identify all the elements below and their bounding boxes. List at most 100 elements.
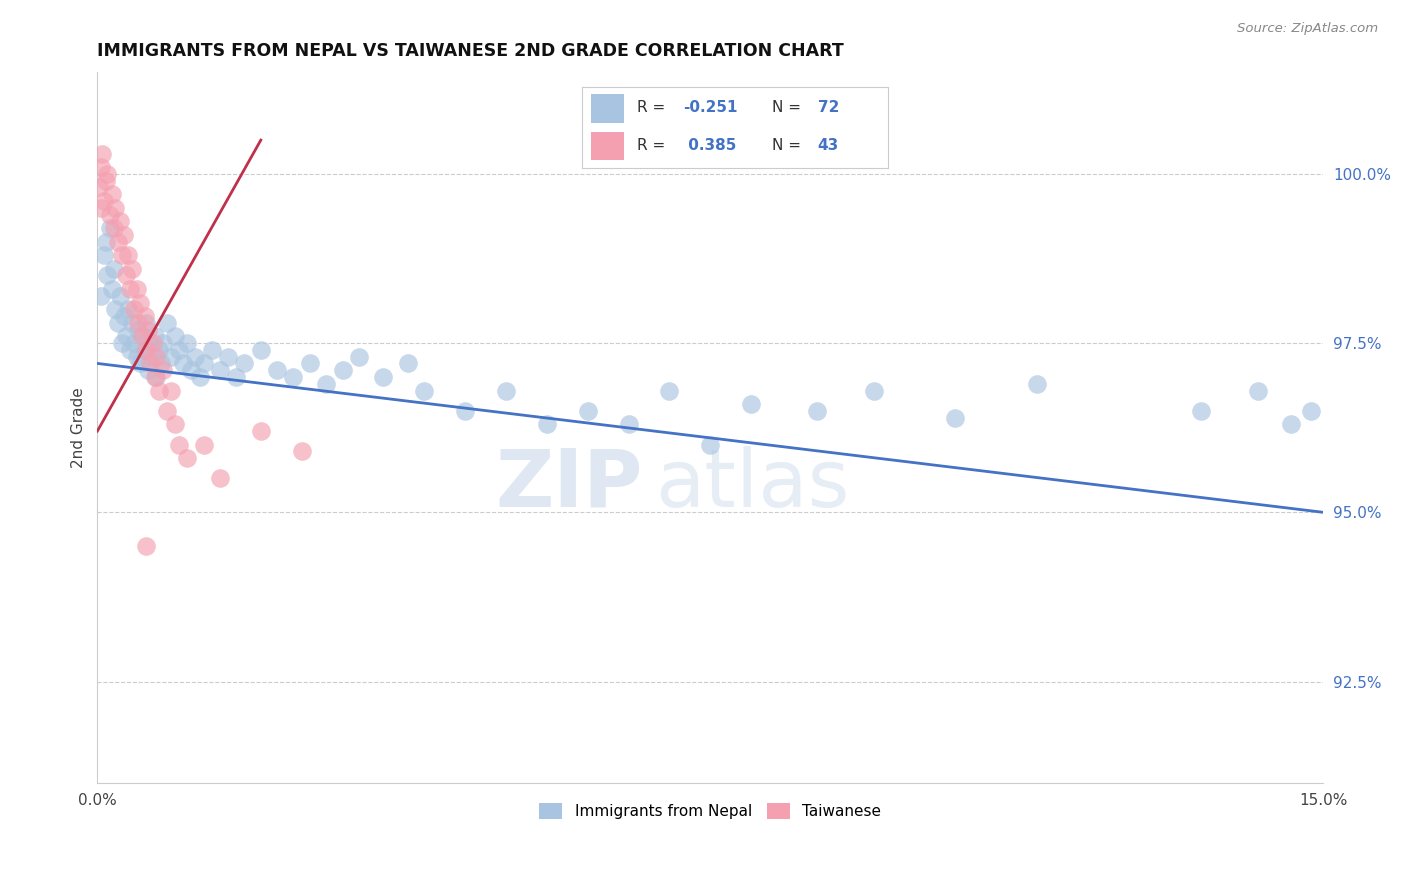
Point xyxy=(111,248,134,262)
Point xyxy=(176,336,198,351)
Point xyxy=(806,404,828,418)
Point xyxy=(139,356,162,370)
Point xyxy=(117,248,139,262)
Point xyxy=(87,180,110,194)
Point xyxy=(208,363,231,377)
Y-axis label: 2nd Grade: 2nd Grade xyxy=(72,387,86,468)
Point xyxy=(283,370,305,384)
Point xyxy=(945,410,967,425)
Point xyxy=(152,336,174,351)
Point xyxy=(1247,384,1270,398)
Point xyxy=(167,343,190,357)
Point xyxy=(118,282,141,296)
Point xyxy=(127,316,149,330)
Point xyxy=(94,235,117,249)
Point xyxy=(156,316,179,330)
Point xyxy=(152,363,174,377)
Point xyxy=(91,146,114,161)
Point xyxy=(617,417,640,432)
Point xyxy=(249,424,271,438)
Point xyxy=(208,471,231,485)
Point xyxy=(163,329,186,343)
Point xyxy=(576,404,599,418)
Point xyxy=(104,302,127,317)
Point xyxy=(291,444,314,458)
Point xyxy=(96,268,118,283)
Point xyxy=(172,356,194,370)
Point xyxy=(134,309,156,323)
Point xyxy=(233,356,256,370)
Legend: Immigrants from Nepal, Taiwanese: Immigrants from Nepal, Taiwanese xyxy=(533,797,887,825)
Text: IMMIGRANTS FROM NEPAL VS TAIWANESE 2ND GRADE CORRELATION CHART: IMMIGRANTS FROM NEPAL VS TAIWANESE 2ND G… xyxy=(97,42,844,60)
Point xyxy=(127,323,149,337)
Point xyxy=(104,201,127,215)
Point xyxy=(145,350,167,364)
Point xyxy=(117,302,139,317)
Point xyxy=(107,235,129,249)
Point xyxy=(136,323,159,337)
Point xyxy=(118,343,141,357)
Point xyxy=(658,384,681,398)
Text: ZIP: ZIP xyxy=(496,446,643,524)
Point xyxy=(121,316,143,330)
Point xyxy=(148,384,170,398)
Point xyxy=(98,221,121,235)
Point xyxy=(150,356,173,370)
Point xyxy=(249,343,271,357)
Point xyxy=(193,356,215,370)
Point xyxy=(101,187,124,202)
Point xyxy=(1189,404,1212,418)
Point xyxy=(96,167,118,181)
Point xyxy=(740,397,762,411)
Point xyxy=(163,417,186,432)
Point xyxy=(699,437,721,451)
Point xyxy=(103,261,125,276)
Point xyxy=(142,336,165,351)
Point xyxy=(125,350,148,364)
Point xyxy=(112,309,135,323)
Point xyxy=(98,208,121,222)
Point xyxy=(112,227,135,242)
Point xyxy=(217,350,239,364)
Text: atlas: atlas xyxy=(655,446,849,524)
Point xyxy=(125,282,148,296)
Point xyxy=(180,363,202,377)
Point xyxy=(1026,376,1049,391)
Point xyxy=(193,437,215,451)
Point xyxy=(142,350,165,364)
Point xyxy=(1279,417,1302,432)
Point xyxy=(298,356,321,370)
Point xyxy=(115,268,138,283)
Point xyxy=(93,194,115,208)
Point xyxy=(103,221,125,235)
Point xyxy=(201,343,224,357)
Point xyxy=(135,316,157,330)
Point xyxy=(122,302,145,317)
Point xyxy=(134,343,156,357)
Point xyxy=(93,248,115,262)
Point xyxy=(495,384,517,398)
Point xyxy=(128,356,150,370)
Point xyxy=(128,295,150,310)
Point xyxy=(90,160,112,174)
Point xyxy=(413,384,436,398)
Point xyxy=(454,404,477,418)
Point xyxy=(121,261,143,276)
Point xyxy=(266,363,288,377)
Point xyxy=(1299,404,1322,418)
Point xyxy=(110,214,132,228)
Point xyxy=(167,437,190,451)
Point xyxy=(136,363,159,377)
Point xyxy=(862,384,884,398)
Point xyxy=(373,370,395,384)
Point xyxy=(122,336,145,351)
Point xyxy=(143,370,166,384)
Point xyxy=(188,370,211,384)
Point xyxy=(160,350,183,364)
Text: Source: ZipAtlas.com: Source: ZipAtlas.com xyxy=(1237,22,1378,36)
Point xyxy=(131,329,153,343)
Point xyxy=(536,417,558,432)
Point xyxy=(156,404,179,418)
Point xyxy=(176,451,198,466)
Point xyxy=(143,329,166,343)
